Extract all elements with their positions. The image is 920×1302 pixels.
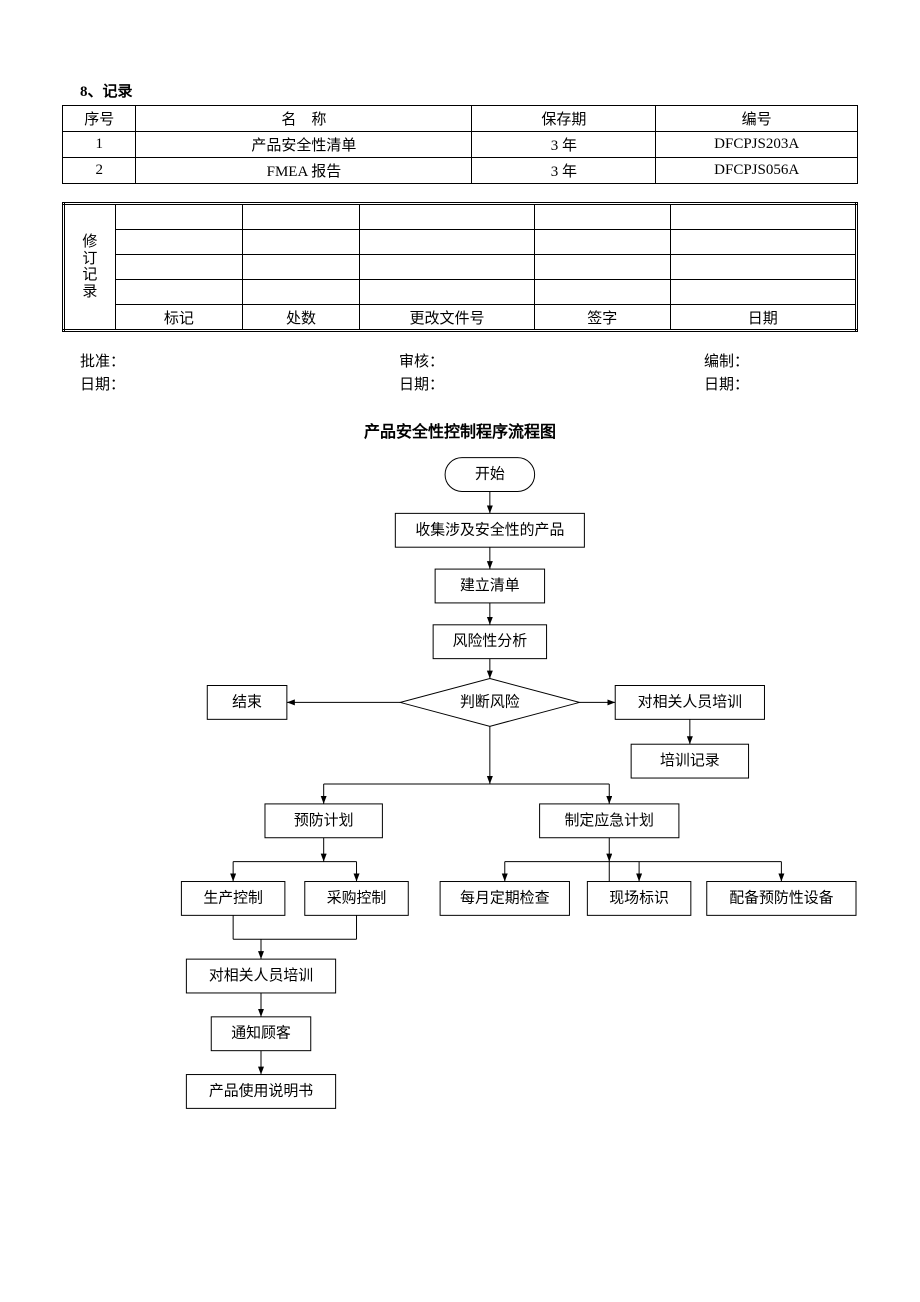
col-header-seq: 序号 xyxy=(63,106,136,132)
svg-text:判断风险: 判断风险 xyxy=(460,693,520,710)
svg-text:现场标识: 现场标识 xyxy=(609,889,669,906)
approval-label: 批准： xyxy=(80,350,125,371)
cell: DFCPJS203A xyxy=(656,132,858,158)
col-header-code: 编号 xyxy=(656,106,858,132)
svg-text:开始: 开始 xyxy=(475,466,505,483)
svg-text:预防计划: 预防计划 xyxy=(294,812,354,829)
rev-footer-cell: 签字 xyxy=(535,305,671,331)
cell: FMEA 报告 xyxy=(136,158,472,184)
cell: 产品安全性清单 xyxy=(136,132,472,158)
revision-vertical-label-text: 修订记录 xyxy=(66,234,114,300)
svg-text:每月定期检查: 每月定期检查 xyxy=(460,889,550,906)
svg-text:风险性分析: 风险性分析 xyxy=(453,633,528,650)
table-row xyxy=(64,280,857,305)
approvals-row: 批准： 日期： 审核： 日期： 编制： 日期： xyxy=(62,350,858,396)
flowchart-title: 产品安全性控制程序流程图 xyxy=(62,418,858,442)
svg-text:建立清单: 建立清单 xyxy=(460,577,520,594)
approval-label: 日期： xyxy=(704,373,749,394)
section-heading: 8、记录 xyxy=(80,80,858,101)
approval-label: 编制： xyxy=(704,350,749,371)
approval-label: 日期： xyxy=(80,373,125,394)
revision-table: 修订记录 标记 处数 更改文件号 签字 日期 xyxy=(62,202,858,332)
approval-label: 审核： xyxy=(399,350,444,371)
rev-footer-cell: 更改文件号 xyxy=(360,305,535,331)
rev-footer-cell: 日期 xyxy=(670,305,856,331)
col-header-name: 名 称 xyxy=(136,106,472,132)
svg-text:产品使用说明书: 产品使用说明书 xyxy=(209,1082,313,1099)
svg-text:生产控制: 生产控制 xyxy=(203,889,263,906)
svg-text:培训记录: 培训记录 xyxy=(660,752,720,769)
cell: 1 xyxy=(63,132,136,158)
svg-text:采购控制: 采购控制 xyxy=(327,889,387,906)
flowchart: 开始收集涉及安全性的产品建立清单风险性分析判断风险结束对相关人员培训培训记录预防… xyxy=(62,446,858,1126)
table-row: 标记 处数 更改文件号 签字 日期 xyxy=(64,305,857,331)
cell: DFCPJS056A xyxy=(656,158,858,184)
revision-vertical-label: 修订记录 xyxy=(64,204,116,331)
svg-text:对相关人员培训: 对相关人员培训 xyxy=(209,967,313,984)
table-row: 1 产品安全性清单 3 年 DFCPJS203A xyxy=(63,132,858,158)
svg-text:收集涉及安全性的产品: 收集涉及安全性的产品 xyxy=(415,520,564,538)
table-row: 修订记录 xyxy=(64,204,857,230)
table-row xyxy=(64,230,857,255)
cell: 3 年 xyxy=(472,158,656,184)
records-table: 序号 名 称 保存期 编号 1 产品安全性清单 3 年 DFCPJS203A 2… xyxy=(62,105,858,184)
svg-text:配备预防性设备: 配备预防性设备 xyxy=(729,889,833,906)
svg-text:结束: 结束 xyxy=(232,693,262,710)
table-row xyxy=(64,255,857,280)
approval-label: 日期： xyxy=(399,373,444,394)
svg-text:制定应急计划: 制定应急计划 xyxy=(565,811,654,829)
rev-footer-cell: 处数 xyxy=(243,305,360,331)
table-row: 序号 名 称 保存期 编号 xyxy=(63,106,858,132)
table-row: 2 FMEA 报告 3 年 DFCPJS056A xyxy=(63,158,858,184)
rev-footer-cell: 标记 xyxy=(115,305,242,331)
svg-text:通知顾客: 通知顾客 xyxy=(231,1025,291,1042)
svg-text:对相关人员培训: 对相关人员培训 xyxy=(638,693,742,710)
col-header-keep: 保存期 xyxy=(472,106,656,132)
cell: 2 xyxy=(63,158,136,184)
cell: 3 年 xyxy=(472,132,656,158)
